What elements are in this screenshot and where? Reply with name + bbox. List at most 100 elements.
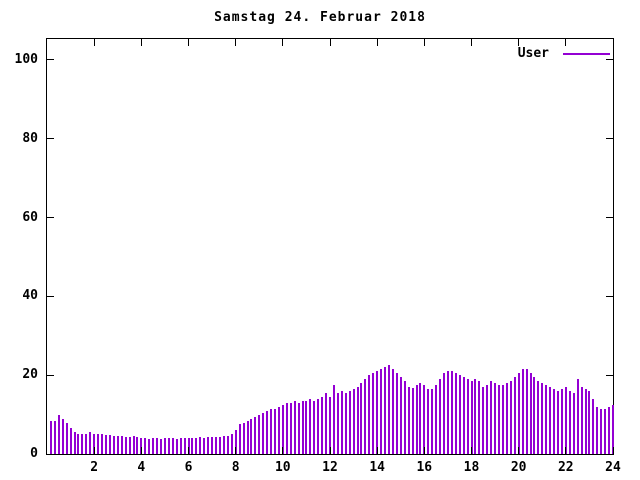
- x-axis-tick: [612, 39, 614, 46]
- x-axis-tick-label: 8: [231, 460, 240, 475]
- data-bar: [372, 373, 375, 454]
- y-axis-tick: [606, 138, 613, 140]
- x-axis-tick: [93, 447, 95, 454]
- data-bar: [352, 389, 355, 454]
- data-bar: [557, 390, 559, 454]
- data-bar: [576, 379, 579, 454]
- data-bar: [411, 387, 414, 454]
- data-bar: [348, 390, 351, 454]
- data-bar: [517, 373, 520, 454]
- data-bar: [171, 438, 174, 454]
- data-bar: [403, 381, 406, 454]
- data-bar: [568, 390, 571, 454]
- data-bar: [388, 365, 390, 454]
- x-axis-tick: [329, 39, 331, 46]
- data-bar: [77, 434, 80, 454]
- data-bar: [199, 437, 202, 454]
- data-bar: [53, 420, 56, 454]
- data-bar: [360, 383, 363, 454]
- data-bar: [356, 387, 359, 454]
- data-bar: [427, 389, 430, 454]
- data-bar: [65, 422, 68, 454]
- y-axis-tick: [47, 59, 54, 61]
- data-bar: [148, 439, 151, 454]
- legend-series-label: User: [517, 46, 549, 61]
- x-axis-tick: [376, 39, 378, 46]
- data-bar: [584, 389, 587, 454]
- legend: User: [505, 46, 610, 61]
- data-bar: [277, 406, 280, 454]
- y-axis-tick-label: 60: [22, 209, 38, 225]
- data-bar: [183, 438, 186, 454]
- data-bar: [435, 385, 438, 454]
- data-bar: [156, 438, 159, 454]
- data-bar: [458, 375, 461, 454]
- data-bar: [140, 438, 143, 454]
- x-axis-tick: [235, 447, 237, 454]
- data-bar: [466, 379, 469, 454]
- data-bar: [329, 396, 331, 454]
- x-axis-tick-label: 12: [322, 460, 338, 475]
- data-bar: [521, 369, 524, 454]
- x-axis-tick: [282, 447, 284, 454]
- data-bar: [415, 385, 418, 454]
- data-bar: [423, 385, 426, 454]
- data-bar: [152, 438, 155, 454]
- data-bar: [533, 377, 536, 454]
- data-bar: [309, 398, 312, 454]
- data-bar: [395, 373, 398, 454]
- data-bar: [69, 428, 72, 454]
- data-bar: [93, 434, 96, 454]
- data-bar: [399, 377, 402, 454]
- data-bar: [501, 385, 504, 454]
- data-bar: [462, 377, 465, 454]
- data-bar: [101, 434, 103, 454]
- data-bar: [167, 438, 170, 454]
- y-axis-tick: [47, 374, 54, 376]
- data-bar: [588, 390, 591, 454]
- data-bar: [289, 402, 292, 454]
- data-bar: [478, 381, 481, 454]
- data-bar: [120, 436, 123, 454]
- x-axis-tick-label: 24: [605, 460, 621, 475]
- data-bar: [195, 438, 198, 454]
- y-axis-tick: [47, 138, 54, 140]
- data-bar: [81, 434, 84, 454]
- data-bar: [380, 369, 383, 454]
- x-axis-tick: [423, 39, 425, 46]
- data-bar: [450, 371, 453, 454]
- x-axis-tick: [471, 39, 472, 46]
- data-bar: [305, 400, 308, 454]
- x-axis-tick: [376, 447, 378, 454]
- data-bar: [325, 392, 328, 454]
- data-bar: [494, 383, 497, 454]
- chart-title: Samstag 24. Februar 2018: [214, 10, 426, 25]
- y-axis-tick-label: 20: [22, 367, 38, 383]
- x-axis-tick-label: 16: [416, 460, 433, 475]
- y-axis-tick: [606, 295, 613, 297]
- data-bar: [258, 414, 261, 454]
- y-axis-tick: [47, 295, 54, 297]
- data-bar: [336, 392, 339, 454]
- data-bar: [513, 377, 516, 454]
- data-bar: [474, 379, 477, 454]
- data-bar: [203, 438, 206, 454]
- y-axis-tick-label: 80: [22, 130, 38, 146]
- data-bar: [317, 398, 320, 454]
- x-axis-tick-label: 6: [184, 460, 193, 475]
- data-bar: [254, 416, 257, 454]
- data-bar: [580, 387, 583, 454]
- data-bar: [332, 385, 335, 454]
- x-axis-tick: [423, 447, 425, 454]
- data-bar: [529, 373, 532, 454]
- x-axis-tick: [235, 39, 237, 46]
- y-axis-tick: [47, 453, 54, 455]
- data-bar: [160, 439, 162, 454]
- x-axis-tick: [140, 447, 142, 454]
- x-axis-tick: [612, 447, 614, 454]
- data-bar: [498, 385, 500, 454]
- data-bar: [541, 383, 544, 454]
- data-bar: [61, 418, 64, 454]
- data-bar: [505, 383, 508, 454]
- data-bar: [419, 383, 422, 454]
